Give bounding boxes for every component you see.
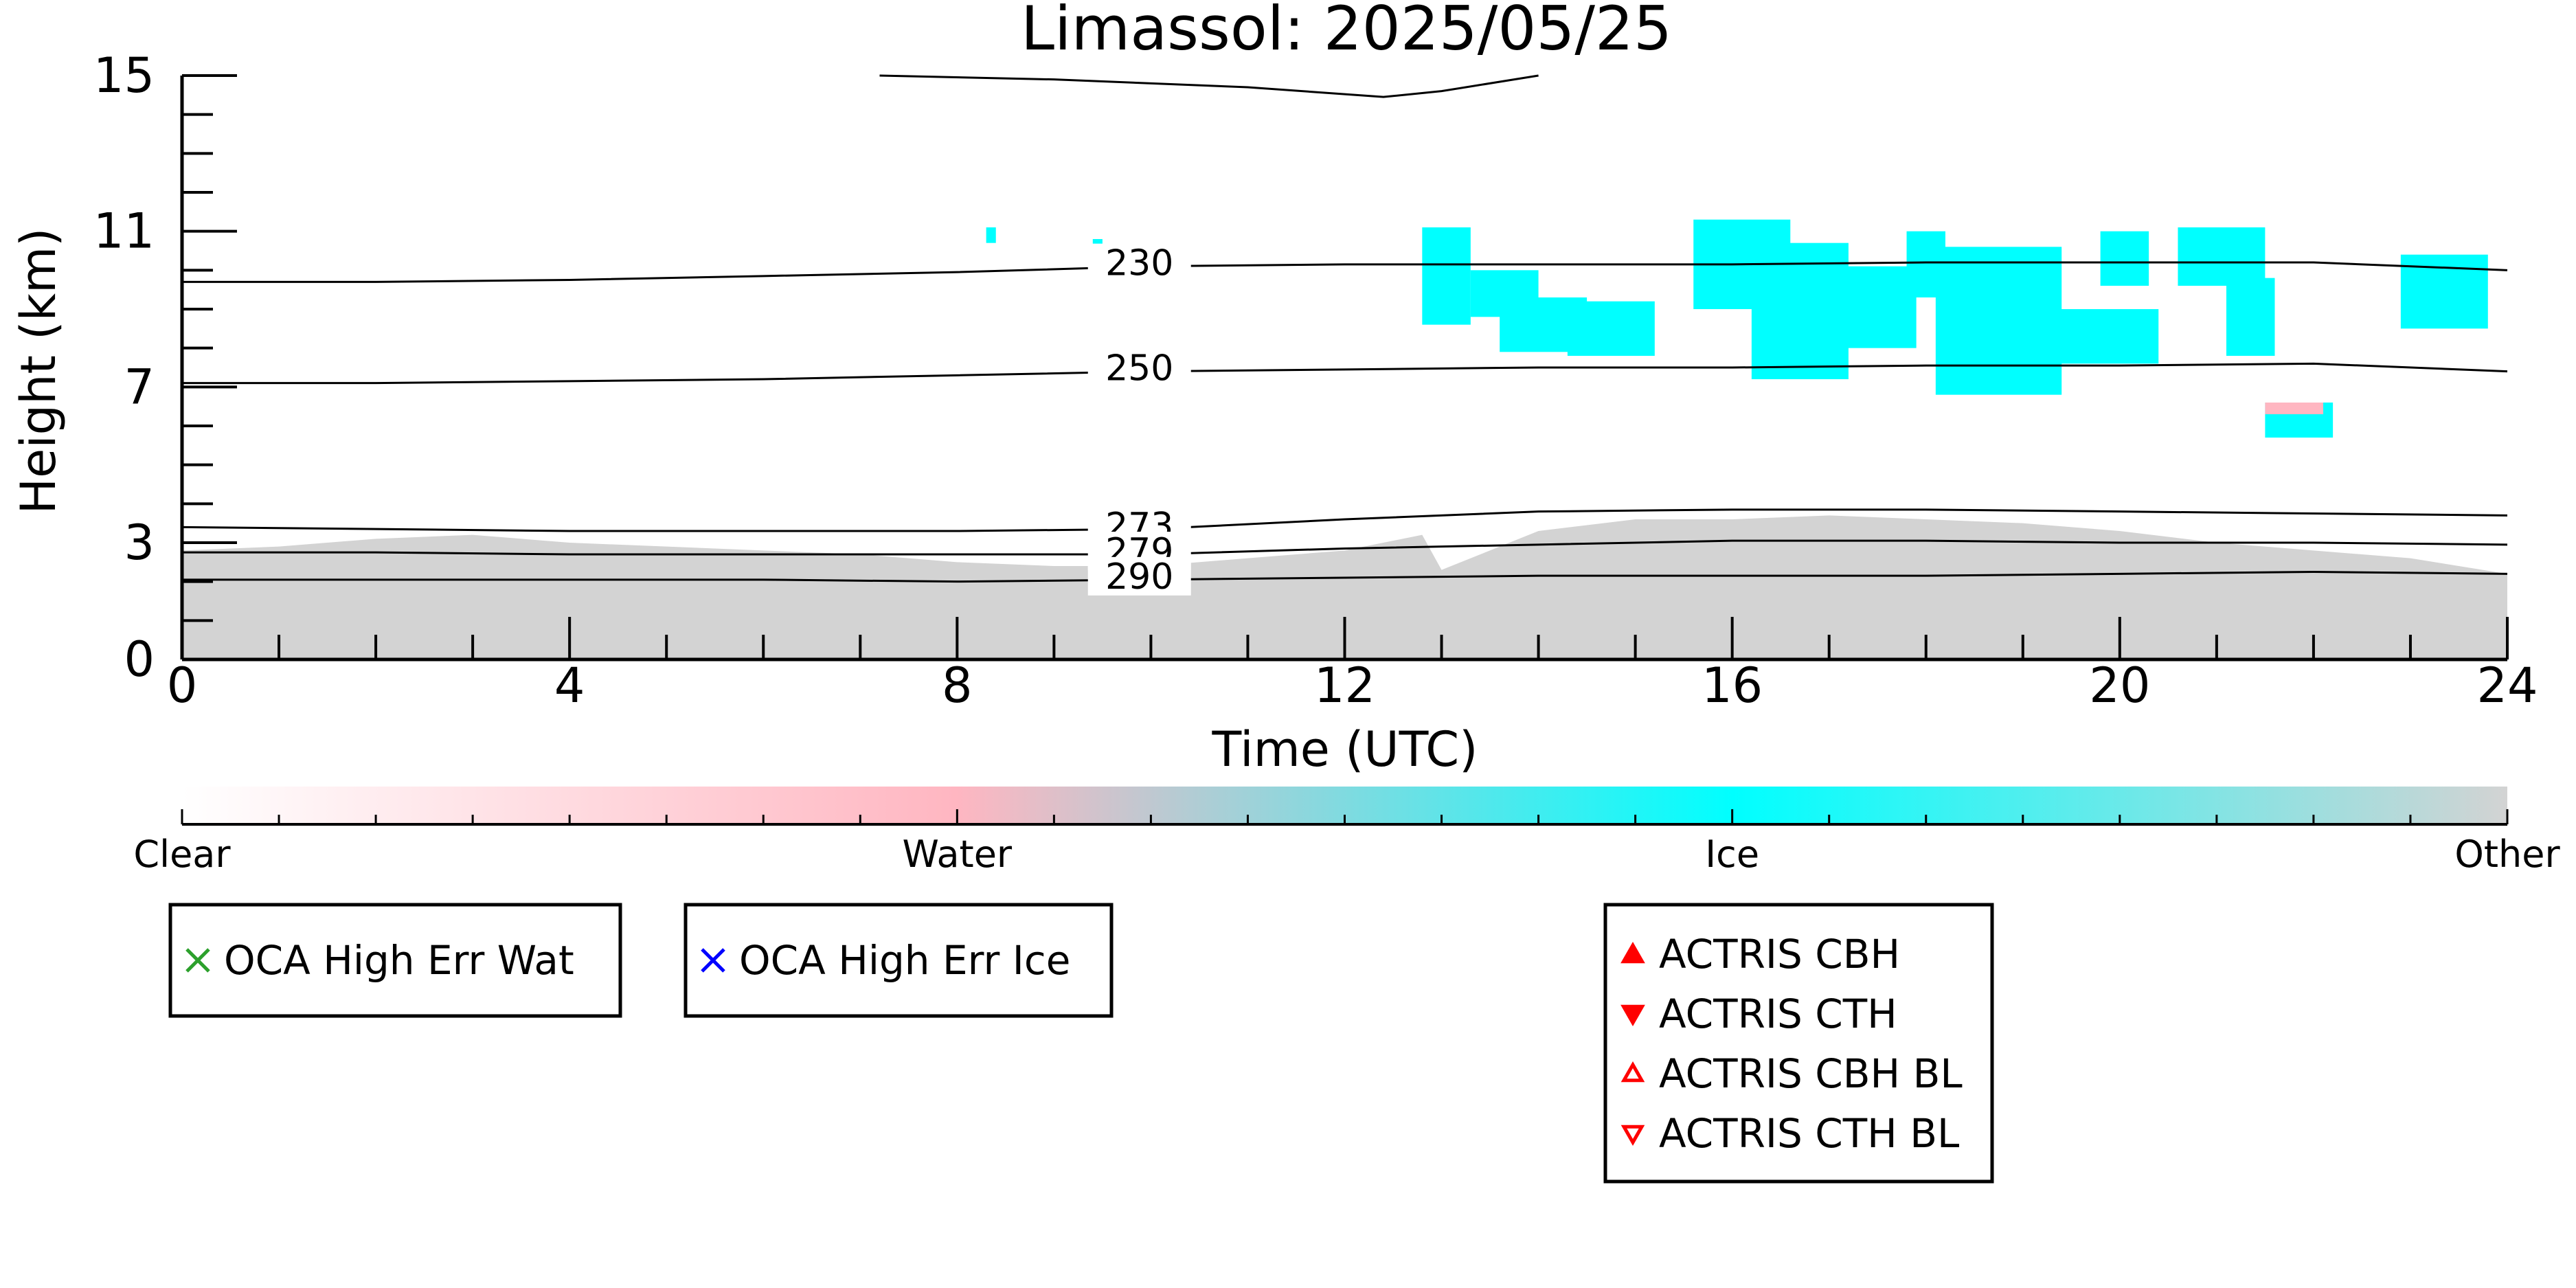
x-tick-label: 8 [942, 657, 973, 714]
legend-label: ACTRIS CTH [1659, 991, 1897, 1037]
region-ice-3 [1422, 227, 1471, 325]
y-tick-label: 15 [93, 47, 155, 104]
region-ice-13 [2100, 231, 2149, 286]
region-ice-8 [1751, 242, 1849, 379]
legend-marker-triangle-down-open [1620, 1125, 1645, 1146]
colorbar-label-clear: Clear [133, 833, 231, 876]
upper-contour-line [879, 74, 1539, 98]
region-ice-11 [1935, 247, 2062, 395]
legend-marker-triangle-up-open [1620, 1061, 1645, 1083]
x-tick-label: 12 [1314, 657, 1375, 714]
x-tick-label: 0 [167, 657, 198, 714]
region-ice-9 [1838, 266, 1917, 348]
legend-box-2 [1603, 903, 1994, 1184]
region-ice-6 [1567, 301, 1655, 356]
legend-box-1 [683, 903, 1114, 1018]
x-tick-label: 20 [2089, 657, 2150, 714]
colorbar-label-other: Other [2454, 833, 2560, 876]
colorbar: Clear Water Ice Other [133, 787, 2560, 876]
colorbar-label-water: Water [903, 833, 1013, 876]
legends: OCA High Err Wat OCA High Err Ice ACTRIS C… [168, 903, 1994, 1184]
region-ice-15 [2226, 278, 2275, 356]
isotherm-250 [182, 362, 2508, 385]
isotherm-230 [182, 261, 2508, 283]
colorbar-label-ice: Ice [1705, 833, 1759, 876]
isotherm-label-bg-230 [1087, 243, 1191, 282]
x-tick-label: 16 [1702, 657, 1763, 714]
y-axis-label: Height (km) [10, 228, 67, 515]
legend-label: ACTRIS CTH BL [1659, 1110, 1959, 1157]
y-tick-label: 11 [93, 203, 155, 260]
isotherm-279 [182, 539, 2508, 556]
chart-title: Limassol: 2025/05/25 [1021, 0, 1672, 64]
x-tick-label: 4 [554, 657, 585, 714]
legend-marker-triangle-up-filled [1620, 941, 1645, 964]
region-ice-14 [2178, 227, 2266, 286]
region-water-18 [2265, 403, 2324, 414]
legend-label: OCA High Err Wat [224, 937, 574, 984]
isotherm-label-230: 230 [1105, 243, 1173, 284]
isotherm-label-250: 250 [1105, 348, 1173, 389]
isotherm-273 [181, 508, 2508, 532]
region-ice-1 [986, 227, 996, 243]
legend-marker-triangle-down-filled [1620, 1004, 1645, 1027]
legend-box-0 [168, 903, 622, 1018]
y-tick-label: 0 [124, 631, 155, 688]
legend-label: OCA High Err Ice [739, 937, 1070, 984]
legend-label: ACTRIS CBH BL [1659, 1050, 1963, 1097]
region-ice-12 [2052, 309, 2159, 364]
legend-marker-cross [185, 948, 210, 973]
isotherm-290 [182, 570, 2508, 583]
legend-label: ACTRIS CBH [1659, 931, 1900, 978]
isotherm-label-bg-250 [1087, 348, 1191, 387]
isotherm-label-290: 290 [1105, 556, 1173, 598]
x-tick-label: 24 [2476, 657, 2538, 714]
x-axis-label: Time (UTC) [1212, 721, 1478, 778]
isotherm-label-bg-290 [1087, 556, 1191, 596]
region-other-boundary-layer [182, 515, 2507, 659]
y-tick-label: 3 [124, 515, 155, 571]
y-tick-label: 7 [124, 359, 155, 415]
legend-marker-cross [701, 948, 725, 973]
